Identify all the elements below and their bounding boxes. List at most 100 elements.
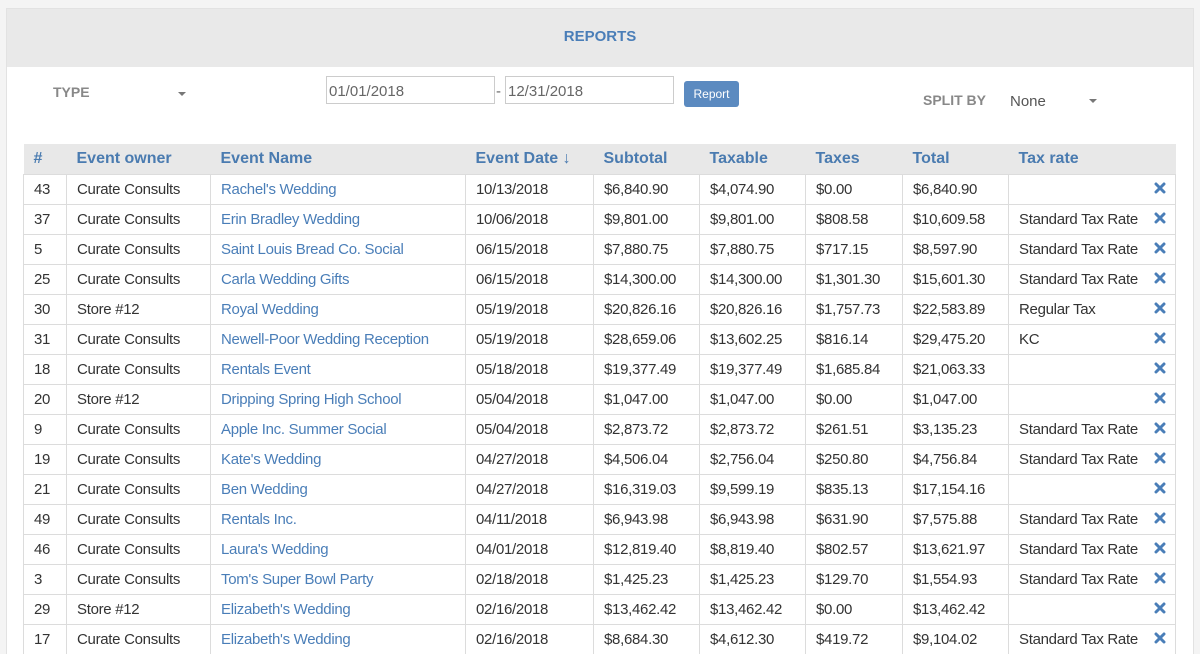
event-name-link[interactable]: Saint Louis Bread Co. Social <box>221 241 404 258</box>
subtotal: $13,462.42 <box>593 594 700 625</box>
type-label: TYPE <box>53 84 90 100</box>
subtotal: $2,873.72 <box>593 414 700 445</box>
column-header[interactable]: Event Date ↓ <box>465 144 594 175</box>
title: REPORTS <box>563 28 637 45</box>
column-header[interactable]: Event owner <box>66 144 211 175</box>
event-date: 10/13/2018 <box>465 174 594 205</box>
event-owner: Curate Consults <box>66 444 211 475</box>
delete-icon[interactable] <box>1154 362 1166 374</box>
column-header[interactable]: Event Name <box>210 144 466 175</box>
subtotal: $6,943.98 <box>593 504 700 535</box>
tax-rate: Standard Tax Rate <box>1008 564 1146 595</box>
taxable: $19,377.49 <box>699 354 806 385</box>
event-date: 04/27/2018 <box>465 444 594 475</box>
taxable: $13,602.25 <box>699 324 806 355</box>
taxable: $1,425.23 <box>699 564 806 595</box>
taxes: $0.00 <box>805 594 903 625</box>
subtotal: $9,801.00 <box>593 204 700 235</box>
id: 18 <box>23 354 67 385</box>
taxable: $9,801.00 <box>699 204 806 235</box>
delete-icon[interactable] <box>1154 272 1166 284</box>
column-header[interactable]: Total <box>902 144 1009 175</box>
taxable: $6,943.98 <box>699 504 806 535</box>
column-header[interactable]: Subtotal <box>593 144 700 175</box>
taxes: $631.90 <box>805 504 903 535</box>
event-name-link[interactable]: Kate's Wedding <box>221 451 322 468</box>
event-owner: Curate Consults <box>66 234 211 265</box>
header-row: # Event owner Event Name Event Date ↓ Subtot… <box>23 144 1176 175</box>
date-from-input[interactable]: 01/01/2018 <box>326 76 495 104</box>
column-header[interactable]: Taxable <box>699 144 806 175</box>
table-row: 3 Curate Consults Tom's Super Bowl Party 02… <box>23 564 1176 595</box>
delete-icon[interactable] <box>1154 542 1166 554</box>
event-owner: Curate Consults <box>66 414 211 445</box>
column-header[interactable]: Tax rate <box>1008 144 1146 175</box>
delete-icon[interactable] <box>1154 212 1166 224</box>
date-to-input[interactable]: 12/31/2018 <box>505 76 674 104</box>
total: $10,609.58 <box>902 204 1009 235</box>
event-name-link[interactable]: Rentals Event <box>221 361 311 378</box>
tax-rate <box>1008 174 1146 205</box>
delete-icon[interactable] <box>1154 632 1166 644</box>
event-name-link[interactable]: Rachel's Wedding <box>221 181 337 198</box>
delete-icon[interactable] <box>1154 392 1166 404</box>
event-name-link[interactable]: Elizabeth's Wedding <box>221 601 351 618</box>
delete-icon[interactable] <box>1154 242 1166 254</box>
event-name-link[interactable]: Dripping Spring High School <box>221 391 402 408</box>
total: $4,756.84 <box>902 444 1009 475</box>
tax-rate: Standard Tax Rate <box>1008 204 1146 235</box>
event-name-link[interactable]: Newell-Poor Wedding Reception <box>221 331 429 348</box>
delete-icon[interactable] <box>1154 182 1166 194</box>
subtotal: $4,506.04 <box>593 444 700 475</box>
type-dropdown[interactable] <box>178 92 186 96</box>
delete-cell <box>1145 174 1176 205</box>
delete-icon[interactable] <box>1154 422 1166 434</box>
column-header[interactable]: # <box>23 144 67 175</box>
event-date: 05/18/2018 <box>465 354 594 385</box>
total: $1,554.93 <box>902 564 1009 595</box>
taxable: $4,612.30 <box>699 624 806 654</box>
event-name-link[interactable]: Laura's Wedding <box>221 541 329 558</box>
taxes: $0.00 <box>805 174 903 205</box>
event-name-link[interactable]: Ben Wedding <box>221 481 308 498</box>
total: $9,104.02 <box>902 624 1009 654</box>
table-row: 46 Curate Consults Laura's Wedding 04/01/20… <box>23 534 1176 565</box>
report-table: # Event owner Event Name Event Date ↓ Subtot… <box>23 144 1176 654</box>
cell: Elizabeth's Wedding <box>210 624 466 654</box>
delete-icon[interactable] <box>1154 512 1166 524</box>
id: 19 <box>23 444 67 475</box>
report-button[interactable]: Report <box>684 81 739 107</box>
total: $22,583.89 <box>902 294 1009 325</box>
subtotal: $1,047.00 <box>593 384 700 415</box>
taxable: $2,873.72 <box>699 414 806 445</box>
delete-icon[interactable] <box>1154 482 1166 494</box>
event-name-link[interactable]: Tom's Super Bowl Party <box>221 571 374 588</box>
tax-rate: Standard Tax Rate <box>1008 414 1146 445</box>
event-name-link[interactable]: Rentals Inc. <box>221 511 297 528</box>
taxes: $250.80 <box>805 444 903 475</box>
event-name-link[interactable]: Royal Wedding <box>221 301 319 318</box>
delete-icon[interactable] <box>1154 302 1166 314</box>
subtotal: $8,684.30 <box>593 624 700 654</box>
event-name-link[interactable]: Carla Wedding Gifts <box>221 271 350 288</box>
event-name-link[interactable]: Erin Bradley Wedding <box>221 211 360 228</box>
delete-icon[interactable] <box>1154 332 1166 344</box>
delete-icon[interactable] <box>1154 602 1166 614</box>
date-separator: - <box>496 83 501 100</box>
delete-cell <box>1145 414 1176 445</box>
table-row: 31 Curate Consults Newell-Poor Wedding Rec… <box>23 324 1176 355</box>
column-header[interactable]: Taxes <box>805 144 903 175</box>
tax-rate <box>1008 594 1146 625</box>
event-name-link[interactable]: Apple Inc. Summer Social <box>221 421 387 438</box>
subtotal: $16,319.03 <box>593 474 700 505</box>
delete-cell <box>1145 534 1176 565</box>
total: $17,154.16 <box>902 474 1009 505</box>
table-body: 43 Curate Consults Rachel's Wedding 10/13/2… <box>23 174 1176 654</box>
split-by-dropdown[interactable] <box>1089 99 1097 103</box>
cell: Saint Louis Bread Co. Social <box>210 234 466 265</box>
event-name-link[interactable]: Elizabeth's Wedding <box>221 631 351 648</box>
split-by-value[interactable]: None <box>1010 93 1046 110</box>
delete-icon[interactable] <box>1154 452 1166 464</box>
delete-icon[interactable] <box>1154 572 1166 584</box>
subtotal: $12,819.40 <box>593 534 700 565</box>
